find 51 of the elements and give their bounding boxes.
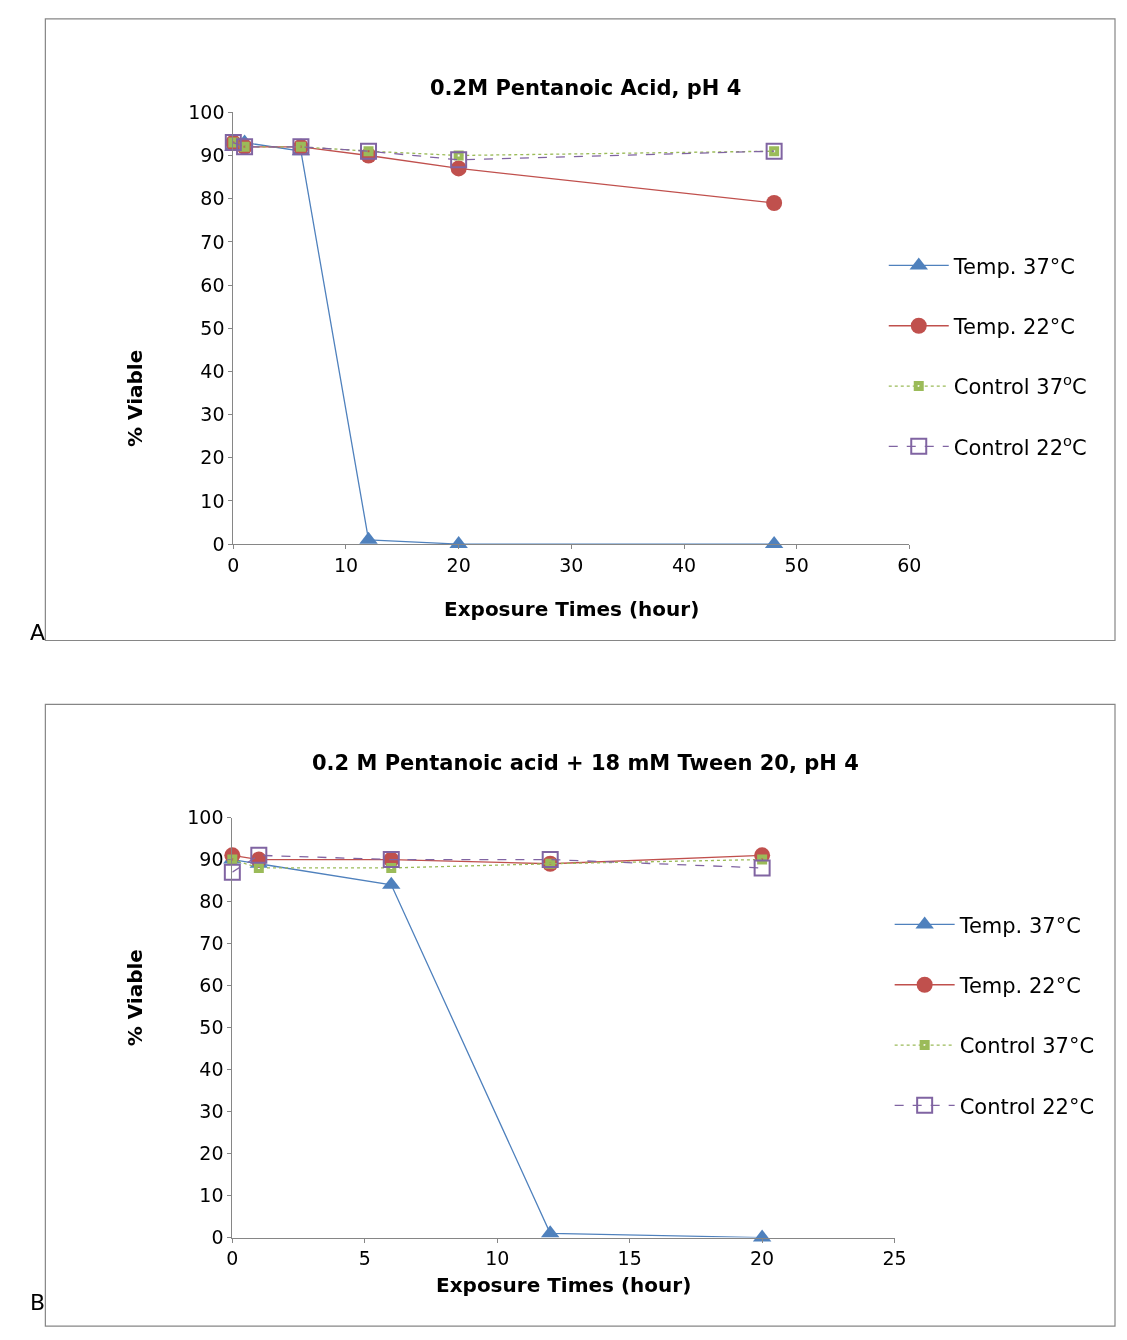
y-axis-title: % Viable <box>122 949 147 1047</box>
text: A <box>30 620 46 645</box>
x-axis-title: Exposure Times (hour) <box>444 597 700 621</box>
legend-label: Control 37$^{o}$C <box>953 371 1087 400</box>
y-tick-label: 10 <box>199 1184 224 1207</box>
chart-title: 0.2 M Pentanoic acid + 18 mM Tween 20, pH 4 <box>312 751 859 775</box>
y-tick-label: 40 <box>199 1058 224 1081</box>
x-tick-label: 25 <box>882 1247 907 1270</box>
y-tick-label: 60 <box>200 273 225 296</box>
y-tick-label: 80 <box>200 187 225 210</box>
y-tick-label: 70 <box>199 932 224 955</box>
y-tick-label: 20 <box>200 446 225 469</box>
y-tick-label: 0 <box>211 1226 224 1249</box>
y-tick-label: 70 <box>200 230 225 253</box>
x-tick-label: 0 <box>226 1247 239 1270</box>
x-tick-label: 20 <box>750 1247 775 1270</box>
legend-label: Temp. 22°C <box>958 973 1081 998</box>
legend-label: Control 22$^{o}$C <box>953 431 1087 460</box>
legend-label: Control 37°C <box>959 1034 1095 1059</box>
x-tick-label: 10 <box>333 553 359 576</box>
legend-label: Temp. 37°C <box>952 254 1075 279</box>
y-tick-label: 50 <box>200 316 225 339</box>
y-tick-label: 80 <box>199 890 224 913</box>
y-tick-label: 90 <box>199 848 224 871</box>
x-tick-label: 50 <box>784 553 809 576</box>
x-axis-title: Exposure Times (hour) <box>436 1273 692 1297</box>
y-axis-title: % Viable <box>123 349 148 447</box>
y-tick-label: 100 <box>188 100 225 123</box>
y-tick-label: 10 <box>200 489 225 512</box>
legend-label: Temp. 22°C <box>952 314 1075 339</box>
legend-label: Temp. 37°C <box>958 913 1081 938</box>
x-tick-label: 40 <box>671 553 697 576</box>
x-tick-label: 10 <box>485 1247 510 1270</box>
y-tick-label: 100 <box>187 806 224 829</box>
x-tick-label: 0 <box>227 553 240 576</box>
legend-label: Control 22°C <box>959 1094 1095 1119</box>
x-tick-label: 20 <box>446 553 471 576</box>
y-tick-label: 60 <box>199 974 224 997</box>
y-tick-label: 30 <box>200 403 225 426</box>
y-tick-label: 40 <box>200 360 225 383</box>
chart-title: 0.2M Pentanoic Acid, pH 4 <box>430 76 742 100</box>
x-tick-label: 60 <box>897 553 922 576</box>
y-tick-label: 30 <box>199 1100 224 1123</box>
x-tick-label: 30 <box>559 553 584 576</box>
y-tick-label: 20 <box>199 1142 224 1165</box>
text: B <box>30 1290 46 1315</box>
y-tick-label: 50 <box>199 1016 224 1039</box>
y-tick-label: 90 <box>200 144 225 167</box>
y-tick-label: 0 <box>212 532 225 555</box>
x-tick-label: 15 <box>617 1247 642 1270</box>
x-tick-label: 5 <box>358 1247 371 1270</box>
